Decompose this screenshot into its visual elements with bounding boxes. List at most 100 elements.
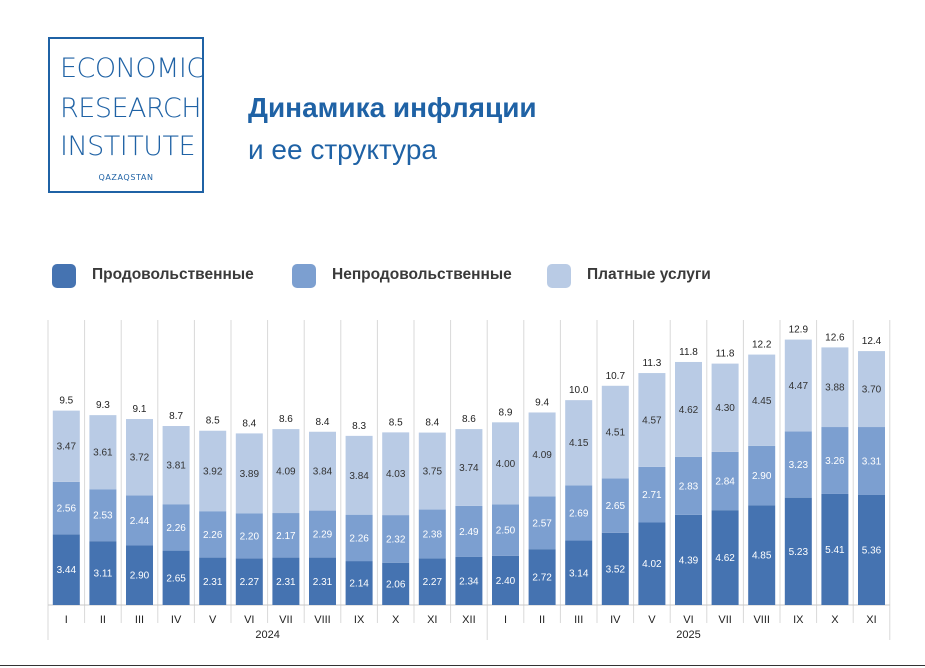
data-label: 4.62	[679, 405, 699, 416]
month-tick-label: IX	[354, 614, 365, 626]
data-label: 2.57	[532, 518, 552, 529]
bar-segment-food	[858, 494, 885, 605]
data-label: 3.52	[606, 564, 626, 575]
data-label: 3.84	[313, 467, 333, 478]
bar-segment-services	[455, 429, 483, 506]
data-label: 2.34	[459, 576, 479, 587]
data-label: 2.53	[93, 511, 113, 522]
month-tick-label: IV	[171, 614, 182, 626]
bar-segment-food	[675, 514, 702, 605]
bar-segment-services	[858, 351, 885, 428]
logo-subtitle: QAZAQSTAN	[98, 173, 154, 182]
data-label: 2.50	[496, 526, 516, 537]
total-label: 12.2	[752, 340, 772, 351]
bar-segment-food	[345, 561, 373, 605]
data-label: 3.31	[862, 457, 882, 468]
total-label: 10.7	[606, 371, 626, 382]
total-label: 12.4	[862, 336, 882, 347]
month-tick-label: X	[392, 614, 400, 626]
data-label: 2.40	[496, 576, 516, 587]
month-tick-label: III	[574, 614, 583, 626]
legend-swatch-food	[52, 264, 76, 288]
bar-segment-food	[199, 557, 227, 605]
month-tick-label: VI	[244, 614, 254, 626]
bar-segment-food	[748, 505, 776, 605]
bar-segment-food	[601, 532, 629, 605]
month-tick-label: XI	[866, 614, 876, 626]
data-label: 2.69	[569, 508, 589, 519]
bar-segment-nonfood	[638, 466, 666, 523]
data-label: 3.88	[825, 383, 845, 394]
month-tick-label: I	[504, 614, 507, 626]
bar-segment-food	[784, 497, 812, 605]
data-label: 4.62	[715, 553, 735, 564]
page-subtitle: и ее структура	[248, 134, 437, 165]
total-label: 11.8	[679, 347, 698, 358]
month-tick-label: VIII	[753, 614, 770, 626]
bar-segment-services	[601, 385, 629, 479]
logo-line-economic: ECONOMIC	[60, 53, 205, 84]
data-label: 2.84	[715, 477, 735, 488]
bar-segment-food	[52, 534, 80, 605]
logo-line-research: RESEARCH	[60, 93, 202, 124]
bar-segment-services	[675, 361, 702, 457]
bar-segment-services	[126, 419, 153, 496]
bar-segment-services	[199, 430, 227, 512]
data-label: 2.31	[203, 577, 223, 588]
bar-segment-food	[272, 557, 300, 605]
total-label: 8.3	[352, 421, 366, 432]
legend-swatch-nonfood	[292, 264, 316, 288]
data-label: 2.83	[679, 481, 699, 492]
month-tick-label: VI	[683, 614, 693, 626]
bar-segment-services	[711, 363, 739, 452]
data-label: 4.51	[606, 428, 626, 439]
bar-segment-food	[638, 522, 666, 605]
data-label: 2.27	[240, 577, 260, 588]
total-label: 8.4	[316, 417, 330, 428]
bar-segment-nonfood	[199, 511, 227, 558]
data-label: 3.89	[240, 469, 260, 480]
bar-segment-services	[89, 415, 117, 490]
data-label: 4.47	[789, 381, 809, 392]
total-label: 8.5	[389, 417, 403, 428]
bar-segment-food	[821, 493, 849, 605]
bar-segment-food	[418, 558, 446, 605]
bar-segment-services	[309, 431, 336, 511]
inflation-stacked-bar-chart: 3.44 2.56 3.47 9.5 I 3.11 2.53 3.61 9.3 II 2.90 2.4…	[47, 320, 891, 641]
data-label: 2.31	[313, 577, 333, 588]
bar-segment-nonfood	[162, 504, 190, 551]
data-label: 3.75	[423, 467, 443, 478]
total-label: 11.3	[643, 358, 662, 369]
year-label: 2025	[676, 629, 700, 641]
data-label: 2.49	[459, 527, 479, 538]
bar-segment-services	[528, 412, 556, 497]
bar-segment-nonfood	[126, 495, 153, 546]
data-label: 4.85	[752, 551, 772, 562]
bar-segment-food	[126, 545, 153, 605]
bar-segment-nonfood	[675, 456, 702, 515]
bar-segment-food	[162, 550, 190, 605]
bar-segment-services	[748, 354, 776, 446]
data-label: 2.06	[386, 579, 406, 590]
bar-segment-food	[235, 558, 263, 605]
total-label: 8.4	[242, 418, 256, 429]
bar-segment-nonfood	[52, 481, 80, 535]
data-label: 2.56	[57, 504, 77, 515]
year-label: 2024	[255, 629, 279, 641]
month-tick-label: V	[209, 614, 217, 626]
data-label: 2.71	[642, 490, 662, 501]
month-tick-label: VII	[279, 614, 292, 626]
bar-segment-nonfood	[565, 485, 593, 541]
bar-segment-services	[418, 432, 446, 510]
data-label: 3.74	[459, 463, 479, 474]
bar-segment-services	[492, 422, 519, 505]
data-label: 4.03	[386, 469, 406, 480]
data-label: 2.14	[349, 579, 369, 590]
data-label: 5.23	[789, 547, 809, 558]
total-label: 9.5	[59, 396, 73, 407]
bar-segment-services	[52, 410, 80, 482]
data-label: 2.17	[276, 531, 296, 542]
data-label: 2.44	[130, 516, 150, 527]
data-label: 3.14	[569, 568, 589, 579]
bar-segment-services	[638, 373, 666, 467]
